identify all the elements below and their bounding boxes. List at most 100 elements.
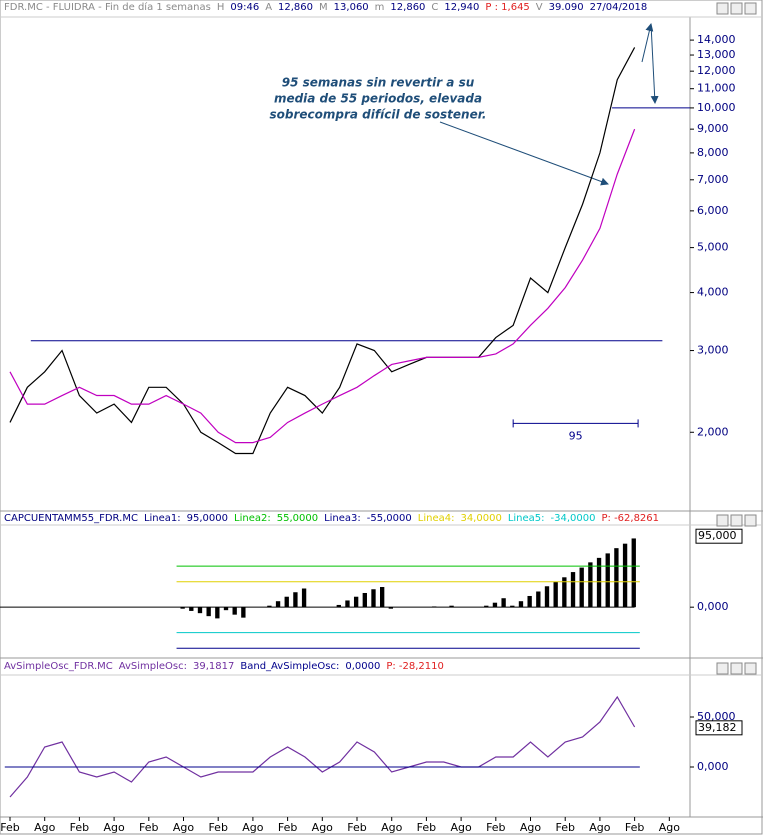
y-tick-label: 3,000 (697, 344, 729, 357)
bar (596, 557, 602, 608)
legend-value: 0,0000 (345, 661, 381, 672)
legend-name: Linea5: (507, 513, 545, 524)
x-tick-label: Feb (208, 821, 227, 834)
header-item: C (431, 2, 439, 13)
header-item: M (319, 2, 328, 13)
legend-name: Band_AvSimpleOsc: (240, 661, 340, 672)
header-item: A (265, 2, 273, 13)
bar (622, 543, 628, 608)
bar (527, 595, 532, 608)
y-tick-label: 14,000 (697, 33, 736, 46)
bar (223, 607, 229, 611)
bar (371, 589, 376, 608)
bar (631, 538, 636, 608)
x-tick-label: Feb (555, 821, 574, 834)
x-tick-label: Feb (347, 821, 366, 834)
x-tick-label: Ago (34, 821, 56, 834)
legend-value: 55,0000 (276, 513, 319, 524)
y-tick-label: 10,000 (697, 101, 736, 114)
bar (553, 581, 558, 608)
legend-value: 34,0000 (460, 513, 502, 524)
close-button[interactable] (744, 2, 757, 15)
x-tick-label: Ago (242, 821, 264, 834)
bar (267, 605, 272, 608)
bar (362, 592, 367, 608)
bar (232, 607, 237, 615)
legend-name: Linea3: (324, 513, 361, 524)
measure-label: 95 (569, 429, 583, 442)
current-value-label: 95,000 (698, 529, 737, 542)
y-tick-label: 8,000 (697, 146, 729, 159)
y-tick-label: 6,000 (697, 204, 729, 217)
bar (353, 596, 359, 608)
bar (536, 591, 541, 608)
indicator-title: CAPCUENTAMM55_FDR.MC (4, 513, 138, 524)
bar (275, 601, 281, 608)
minimize-button[interactable] (716, 2, 729, 15)
bar (588, 562, 593, 608)
main-header: FDR.MC - FLUIDRA - Fin de día 1 semanas H… (4, 2, 647, 13)
annotation: 95 semanas sin revertir a su (282, 76, 475, 90)
legend-p: P: -28,2110 (386, 661, 444, 672)
minimize-button[interactable] (716, 662, 729, 675)
legend-name: AvSimpleOsc: (118, 661, 188, 672)
header-item: 09:46 (230, 2, 260, 13)
minimize-button[interactable] (716, 514, 729, 527)
header-item: FDR.MC - FLUIDRA - Fin de día 1 semanas (4, 2, 211, 13)
bar (345, 600, 350, 608)
header-item: m (374, 2, 385, 13)
y-tick-label: 7,000 (697, 173, 729, 186)
maximize-button[interactable] (730, 514, 743, 527)
maximize-button[interactable] (730, 662, 743, 675)
y-tick-label: 0,000 (697, 760, 729, 773)
y-tick-label: 12,000 (697, 64, 736, 77)
x-tick-label: Ago (312, 821, 334, 834)
bar (293, 592, 298, 608)
x-tick-label: Ago (589, 821, 611, 834)
header-item: P : 1,645 (485, 2, 530, 13)
header-item: H (216, 2, 225, 13)
legend-name: Linea2: (234, 513, 271, 524)
annotation: media de 55 periodos, elevada (274, 92, 482, 106)
maximize-button[interactable] (730, 2, 743, 15)
bar (388, 607, 394, 609)
bar (189, 607, 194, 611)
bar (284, 596, 289, 608)
legend-value: 39,1817 (193, 661, 235, 672)
x-tick-label: Ago (520, 821, 542, 834)
current-value-box (695, 528, 743, 544)
x-tick-label: Feb (486, 821, 505, 834)
bar (432, 606, 437, 608)
bar (180, 607, 185, 609)
y-tick-label: 4,000 (697, 286, 729, 299)
bar (215, 607, 220, 619)
bar (197, 607, 203, 614)
bar (605, 553, 610, 608)
x-tick-label: Ago (173, 821, 195, 834)
header-item: 39.090 (548, 2, 584, 13)
series-line (9, 695, 636, 798)
header-item: V (535, 2, 543, 13)
annotation-arrow (641, 23, 654, 63)
annotation-arrow (650, 23, 659, 104)
x-tick-label: Feb (278, 821, 297, 834)
bar (579, 567, 584, 608)
close-button[interactable] (744, 514, 757, 527)
bar (379, 587, 385, 608)
legend-value: -55,0000 (366, 513, 412, 524)
window-buttons[interactable] (716, 2, 757, 675)
header-item: 12,860 (390, 2, 426, 13)
bar (492, 602, 498, 608)
bar (336, 604, 341, 608)
header-item: 12,940 (444, 2, 480, 13)
x-tick-label: Feb (417, 821, 436, 834)
x-tick-label: Ago (381, 821, 403, 834)
series-line (9, 128, 636, 444)
x-tick-label: Feb (139, 821, 158, 834)
close-button[interactable] (744, 662, 757, 675)
series-line (9, 47, 636, 455)
y-tick-label: 5,000 (697, 241, 729, 254)
x-tick-label: Feb (70, 821, 89, 834)
